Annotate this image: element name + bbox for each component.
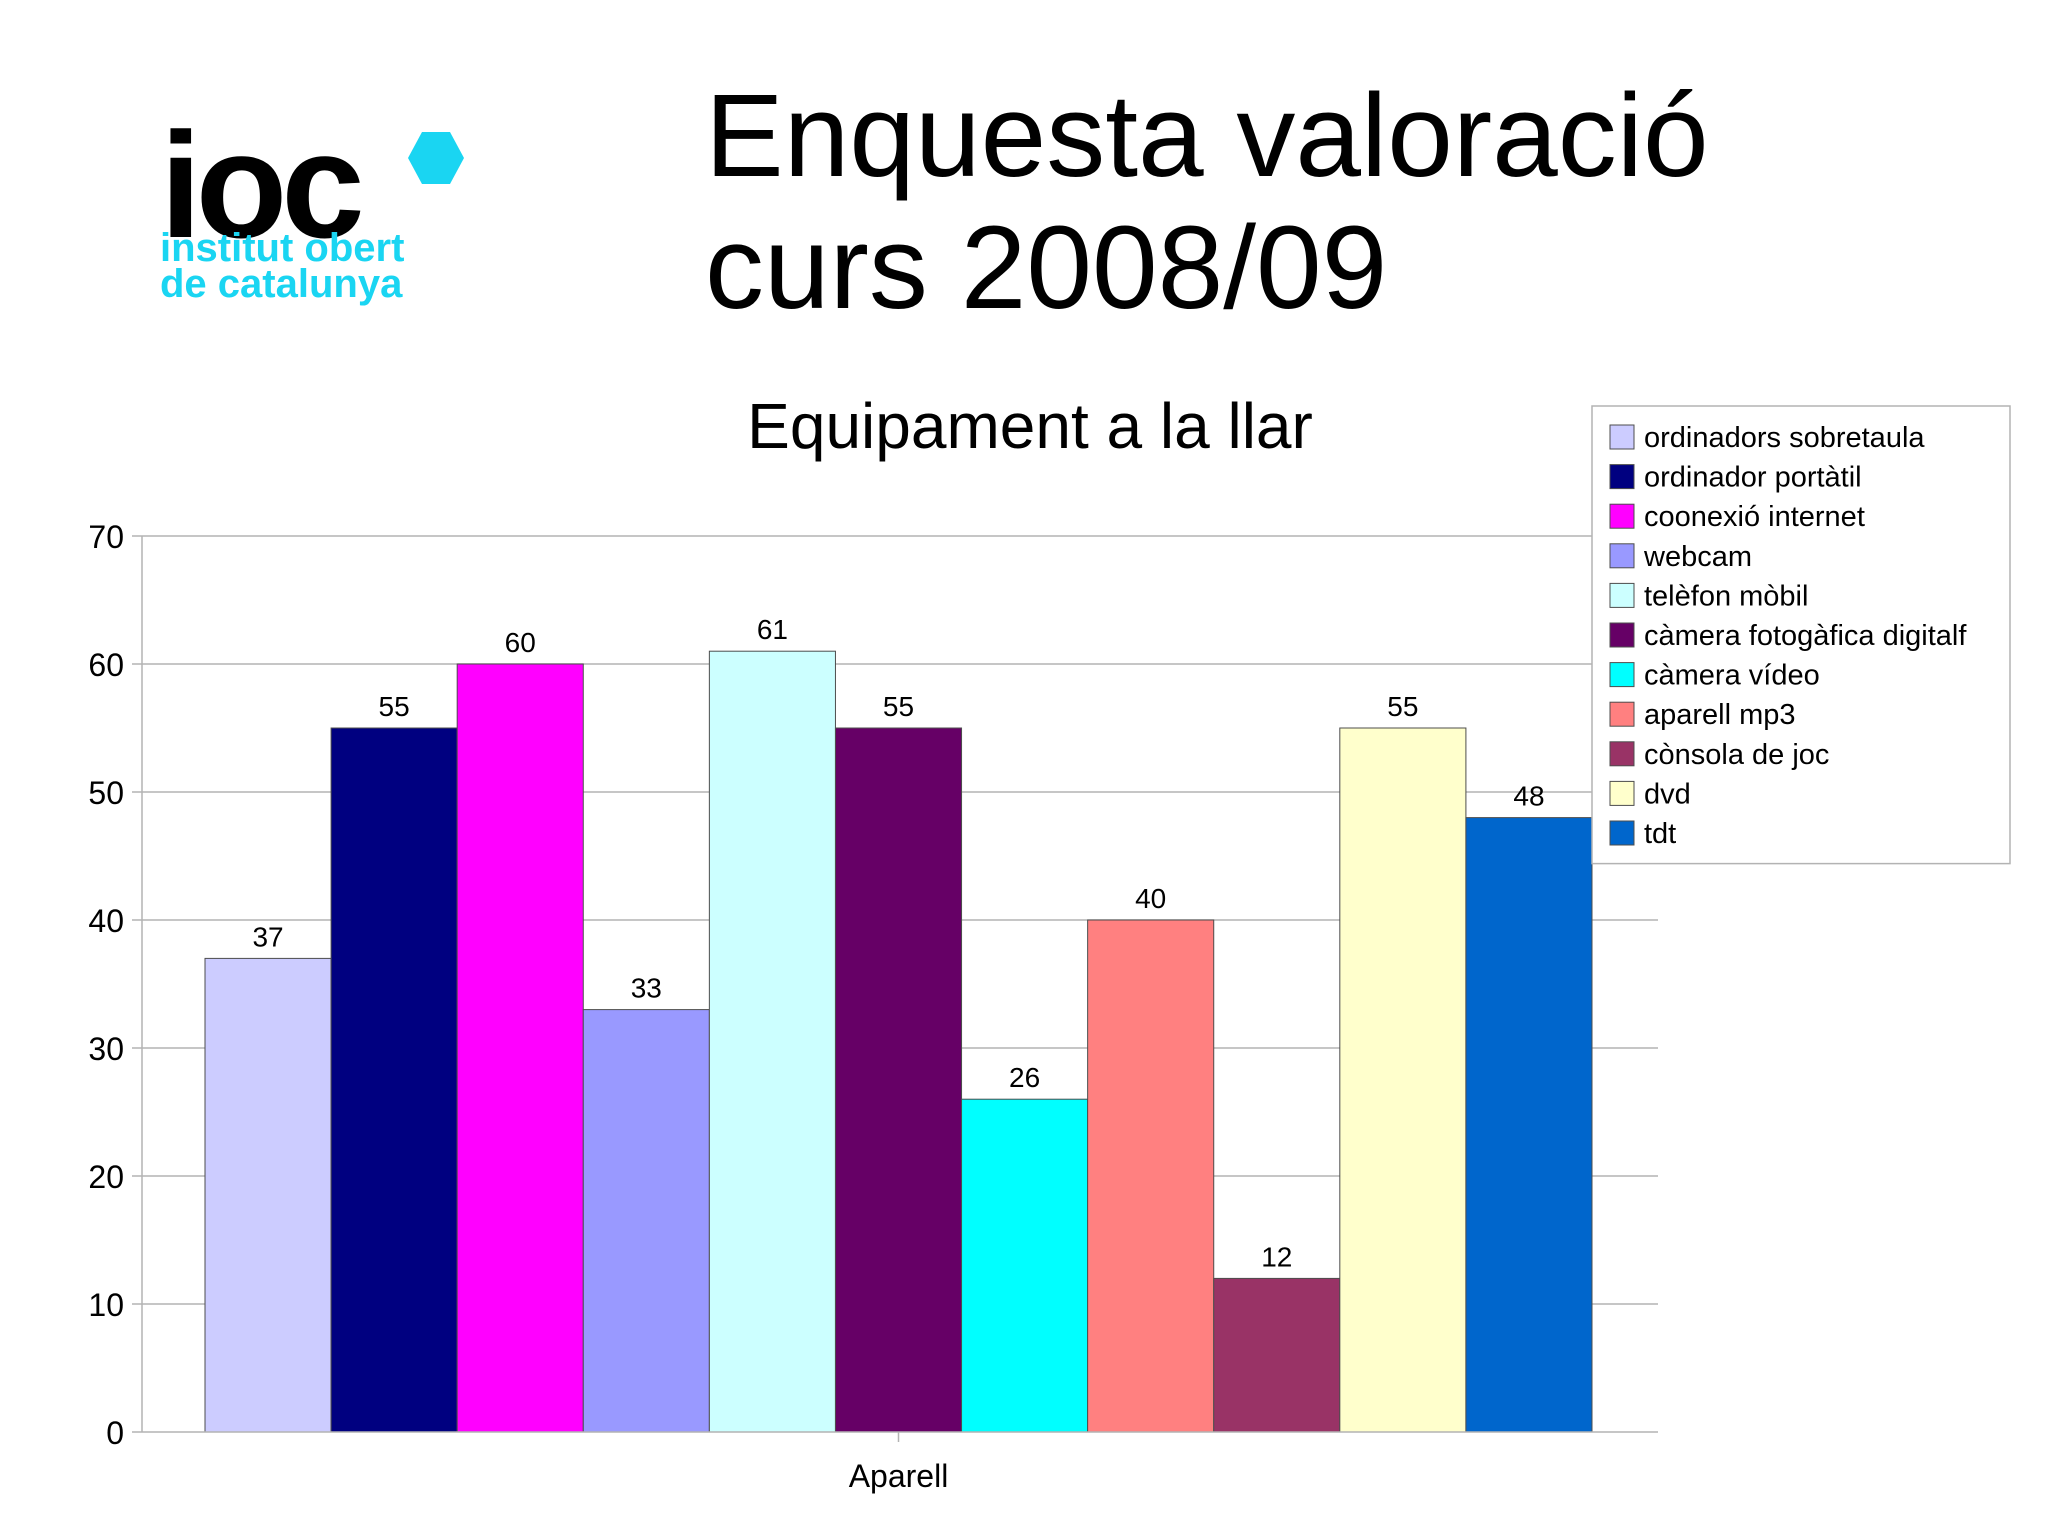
legend-swatch bbox=[1609, 582, 1635, 608]
legend-swatch bbox=[1609, 820, 1635, 846]
bar-11 bbox=[1465, 817, 1593, 1433]
data-label: 33 bbox=[631, 973, 662, 1004]
legend-swatch bbox=[1609, 701, 1635, 727]
data-label: 40 bbox=[1135, 883, 1166, 914]
slide-title-line2: curs 2008/09 bbox=[705, 202, 1388, 334]
legend-box bbox=[1591, 405, 2011, 865]
logo-wordmark: ioc bbox=[160, 101, 365, 269]
data-label: 55 bbox=[379, 691, 410, 722]
chart-title: Equipament a la llar bbox=[747, 390, 1313, 462]
legend-entry: cònsola de joc bbox=[1644, 739, 1829, 771]
legend-swatch bbox=[1609, 464, 1635, 490]
bar-7 bbox=[961, 1098, 1089, 1433]
slide-title-line1: Enquesta valoració bbox=[705, 70, 1709, 202]
legend-entry: dvd bbox=[1644, 778, 1691, 810]
logo-tagline-line1: institut obert bbox=[160, 226, 405, 270]
bar-9 bbox=[1213, 1277, 1341, 1433]
x-axis-label: Aparell bbox=[849, 1458, 949, 1494]
data-label: 26 bbox=[1009, 1062, 1040, 1093]
y-tick-label: 20 bbox=[88, 1159, 124, 1195]
legend-swatch bbox=[1609, 662, 1635, 688]
data-label: 37 bbox=[252, 921, 283, 952]
y-tick-label: 30 bbox=[88, 1031, 124, 1067]
bar-4 bbox=[582, 1009, 710, 1433]
bars bbox=[204, 650, 1593, 1433]
y-tick-label: 0 bbox=[106, 1415, 124, 1451]
y-tick-label: 10 bbox=[88, 1287, 124, 1323]
legend-entry: webcam bbox=[1643, 541, 1752, 573]
legend-swatch bbox=[1609, 424, 1635, 450]
y-tick-label: 60 bbox=[88, 647, 124, 683]
data-label: 60 bbox=[505, 627, 536, 658]
data-label: 12 bbox=[1261, 1241, 1292, 1272]
legend: ordinadors sobretaula ordinador portàtil c… bbox=[1591, 405, 2011, 865]
legend-swatch bbox=[1609, 503, 1635, 529]
legend-entry: càmera vídeo bbox=[1644, 660, 1820, 692]
legend-swatch bbox=[1609, 543, 1635, 569]
y-tick-label: 50 bbox=[88, 775, 124, 811]
legend-swatch bbox=[1609, 741, 1635, 767]
bar-5 bbox=[708, 650, 836, 1433]
legend-entry: telèfon mòbil bbox=[1644, 580, 1808, 612]
y-tick-label: 40 bbox=[88, 903, 124, 939]
legend-entry: ordinador portàtil bbox=[1644, 462, 1862, 494]
ioc-logo: ioc institut obert de catalunya bbox=[160, 110, 490, 310]
y-tick-label: 70 bbox=[88, 519, 124, 555]
data-label: 55 bbox=[883, 691, 914, 722]
data-label: 48 bbox=[1513, 781, 1544, 812]
bar-2 bbox=[330, 727, 458, 1433]
logo-tagline-line2: de catalunya bbox=[160, 262, 403, 306]
bar-8 bbox=[1087, 919, 1215, 1433]
slide-title: Enquesta valoració curs 2008/09 bbox=[705, 70, 1709, 334]
bar-10 bbox=[1339, 727, 1467, 1433]
legend-entry: ordinadors sobretaula bbox=[1644, 422, 1925, 454]
legend-entry: coonexió internet bbox=[1644, 501, 1865, 533]
legend-entry: aparell mp3 bbox=[1644, 699, 1796, 731]
data-label: 55 bbox=[1387, 691, 1418, 722]
legend-entry: càmera fotogàfica digitalf bbox=[1644, 620, 1967, 652]
axes bbox=[141, 536, 1658, 1442]
legend-entry: tdt bbox=[1644, 818, 1676, 850]
bar-1 bbox=[204, 957, 332, 1433]
data-labels: 37 55 60 33 61 55 26 40 12 55 48 bbox=[252, 614, 1544, 1272]
legend-swatch bbox=[1609, 622, 1635, 648]
bar-3 bbox=[456, 663, 584, 1433]
bar-6 bbox=[834, 727, 963, 1433]
y-axis-ticks: 0 10 20 30 40 50 60 70 bbox=[88, 519, 142, 1451]
data-label: 61 bbox=[757, 614, 788, 645]
hexagon-icon bbox=[408, 132, 464, 184]
legend-swatch bbox=[1609, 780, 1635, 806]
